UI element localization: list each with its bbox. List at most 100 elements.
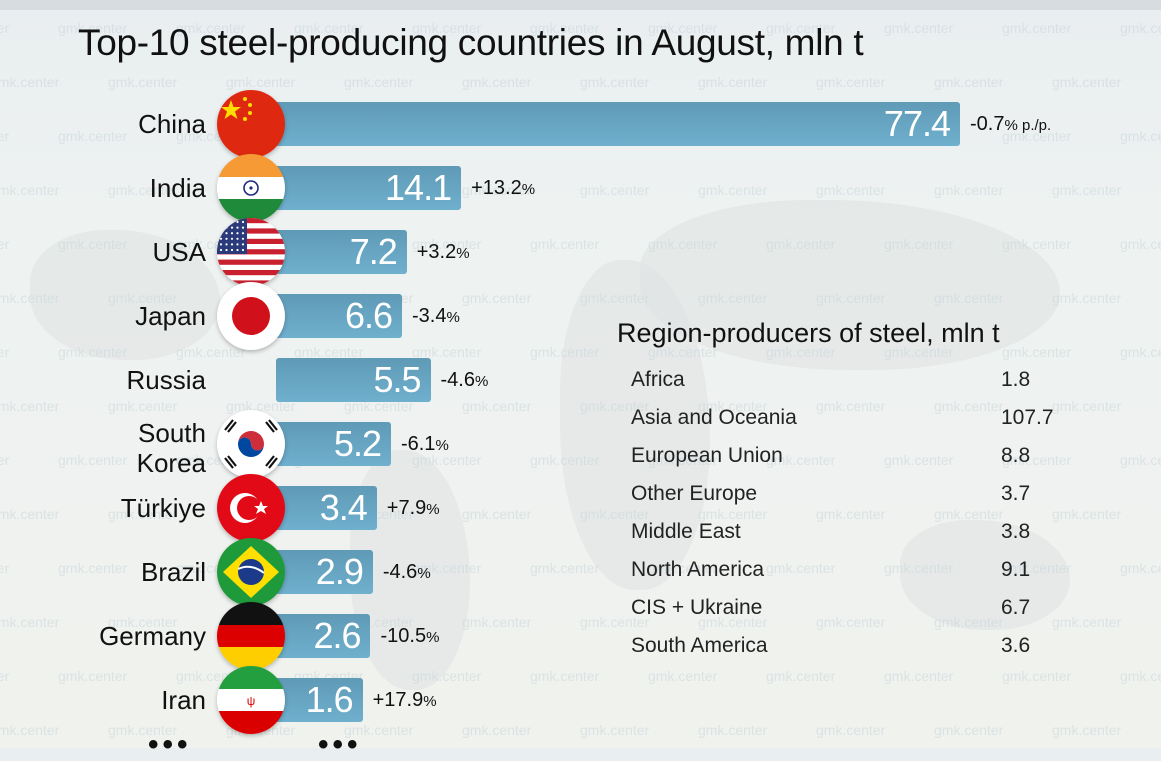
- watermark-text: gmk.center: [108, 74, 178, 90]
- bar-row: Türkiye 3.4 +7.9%: [0, 474, 1161, 550]
- change-label: +13.2%: [471, 166, 535, 212]
- change-label: -10.5%: [380, 614, 439, 660]
- change-label: +7.9%: [387, 486, 440, 532]
- region-value: 9.1: [1001, 558, 1031, 581]
- region-name: North America: [631, 558, 765, 581]
- top-band: [0, 0, 1161, 10]
- chart-title: Top-10 steel-producing countries in Augu…: [78, 22, 864, 63]
- region-row: North America 9.1: [631, 558, 1051, 588]
- region-name: European Union: [631, 444, 783, 467]
- iran-flag-icon: ψ: [217, 666, 285, 734]
- change-value: +17.9: [372, 689, 424, 711]
- bar-row: Germany 2.6 -10.5%: [0, 602, 1161, 678]
- bar: 14.1: [262, 166, 462, 210]
- region-name: Asia and Oceania: [631, 406, 797, 429]
- region-value: 1.8: [1001, 368, 1031, 391]
- change-suffix: %: [474, 373, 489, 390]
- bar-value-label: 14.1: [385, 167, 452, 208]
- region-name: Other Europe: [631, 482, 758, 505]
- region-value: 3.7: [1001, 482, 1031, 505]
- ellipsis-right: •••: [318, 728, 362, 761]
- china-flag-icon: [217, 90, 285, 158]
- watermark-text: gmk.center: [0, 20, 10, 36]
- change-label: -0.7% p./p.: [970, 102, 1051, 148]
- country-label: Germany: [99, 621, 206, 651]
- bar-value-label: 2.6: [313, 615, 361, 656]
- watermark-text: gmk.center: [698, 74, 768, 90]
- region-row: Middle East 3.8: [631, 520, 1051, 550]
- change-suffix: %: [423, 693, 437, 710]
- usa-flag-icon: [217, 218, 285, 286]
- country-label: Iran: [161, 685, 206, 715]
- change-label: -6.1%: [401, 422, 449, 468]
- bar: 6.6: [262, 294, 402, 338]
- country-label: Russia: [126, 365, 206, 395]
- change-value: -4.6: [440, 369, 475, 391]
- country-label: Brazil: [140, 557, 206, 587]
- brazil-flag-icon: [217, 538, 285, 606]
- watermark-text: gmk.center: [884, 20, 954, 36]
- map-background-shape: [900, 520, 1070, 630]
- change-label: +17.9%: [373, 678, 437, 724]
- bar-value-label: 2.9: [315, 551, 364, 592]
- change-value: -4.6: [382, 561, 418, 583]
- change-value: -3.4: [412, 305, 447, 327]
- change-suffix: %: [446, 309, 460, 326]
- region-value: 6.7: [1001, 596, 1031, 619]
- south-korea-flag-icon: [217, 410, 285, 478]
- country-label: South Korea: [136, 418, 206, 478]
- bar-row: China 77.4 -0.7% p./p.: [0, 90, 1161, 166]
- svg-text:ψ: ψ: [247, 694, 256, 708]
- change-label: -3.4%: [412, 294, 460, 340]
- bar-row: India 14.1 +13.2%: [0, 154, 1161, 230]
- bar-value-label: 7.2: [349, 231, 398, 272]
- region-row: Africa 1.8: [631, 368, 1051, 398]
- bar-row: South Korea 5.2 -6.1%: [0, 410, 1161, 486]
- country-label: USA: [152, 237, 206, 267]
- india-flag-icon: [217, 154, 285, 222]
- change-suffix: %: [426, 501, 440, 518]
- region-name: Middle East: [631, 520, 741, 543]
- change-suffix: %: [456, 245, 470, 262]
- country-label: Türkiye: [120, 493, 206, 523]
- watermark-text: gmk.center: [816, 74, 886, 90]
- watermark-text: gmk.center: [934, 74, 1004, 90]
- watermark-text: gmk.center: [0, 74, 60, 90]
- region-value: 3.8: [1001, 520, 1031, 543]
- change-suffix: %: [426, 629, 440, 646]
- change-label: -4.6%: [441, 358, 489, 404]
- bar-row: USA 7.2 +3.2%: [0, 218, 1161, 294]
- change-label: +3.2%: [417, 230, 470, 276]
- bar-row: Russia 5.5 -4.6%: [0, 358, 1161, 422]
- watermark-text: gmk.center: [1052, 74, 1122, 90]
- bar-value-label: 5.5: [373, 359, 421, 400]
- bar-row: Iran ψ 1.6 +17.9%: [0, 666, 1161, 742]
- change-value: +13.2: [471, 177, 522, 199]
- regions-title: Region-producers of steel, mln t: [617, 318, 1000, 348]
- ellipsis-left: •••: [148, 728, 192, 761]
- bar-row: Brazil 2.9 -4.6%: [0, 538, 1161, 614]
- region-value: 107.7: [1001, 406, 1054, 429]
- region-row: CIS + Ukraine 6.7: [631, 596, 1051, 626]
- country-label: India: [149, 173, 206, 203]
- region-row: Asia and Oceania 107.7: [631, 406, 1054, 436]
- bar-value-label: 77.4: [883, 103, 951, 144]
- change-value: +3.2: [416, 241, 457, 263]
- germany-flag-icon: [217, 602, 285, 670]
- change-suffix: %: [435, 437, 449, 454]
- bar-row: Japan 6.6 -3.4%: [0, 282, 1161, 358]
- bar-value-label: 1.6: [305, 679, 354, 720]
- change-suffix: % p./p.: [1004, 117, 1052, 134]
- region-row: European Union 8.8: [631, 444, 1051, 474]
- map-background-shape: [640, 200, 1060, 370]
- bar: 5.5: [276, 358, 431, 402]
- watermark-text: gmk.center: [344, 74, 414, 90]
- change-value: -6.1: [400, 433, 436, 455]
- change-value: -10.5: [380, 625, 427, 647]
- watermark-text: gmk.center: [580, 74, 650, 90]
- turkiye-flag-icon: [217, 474, 285, 542]
- region-name: South America: [631, 634, 768, 657]
- change-value: +7.9: [386, 497, 427, 519]
- japan-flag-icon: [217, 282, 285, 350]
- change-label: -4.6%: [383, 550, 431, 596]
